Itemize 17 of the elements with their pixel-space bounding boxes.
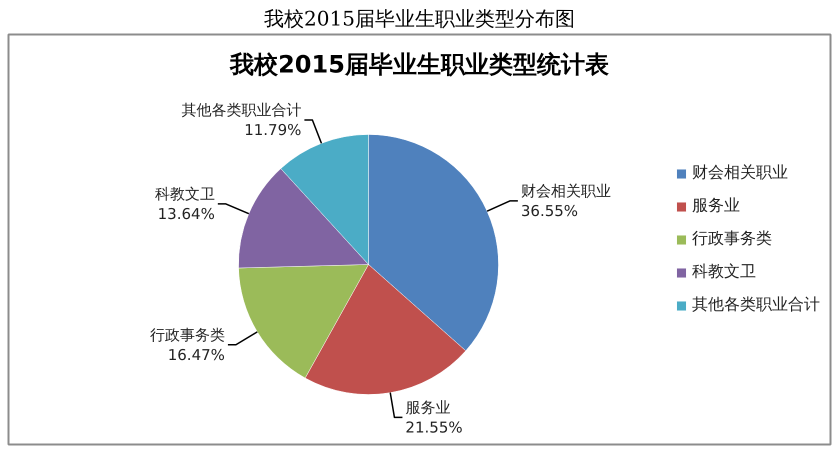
slice-label: 科教文卫	[154, 184, 215, 203]
slice-label: 财会相关职业	[520, 182, 611, 200]
data-label: 16.47%	[168, 346, 225, 364]
chart-title: 我校2015届毕业生职业类型分布图	[264, 6, 575, 30]
data-label: 36.55%	[520, 202, 578, 220]
legend-label: 服务业	[692, 196, 740, 216]
slice-label: 服务业	[405, 398, 450, 416]
legend-label: 其他各类职业合计	[692, 294, 820, 316]
slice-label: 其他各类职业合计	[181, 101, 302, 120]
chart-subtitle: 我校2015届毕业生职业类型统计表	[229, 50, 609, 78]
data-label: 11.79%	[244, 121, 302, 140]
slice-label: 行政事务类	[150, 326, 225, 344]
data-label: 13.64%	[158, 204, 215, 223]
legend-label: 财会相关职业	[692, 162, 788, 184]
legend-label: 行政事务类	[692, 228, 772, 250]
legend-label: 科教文卫	[692, 262, 756, 282]
data-label: 21.55%	[405, 418, 463, 436]
